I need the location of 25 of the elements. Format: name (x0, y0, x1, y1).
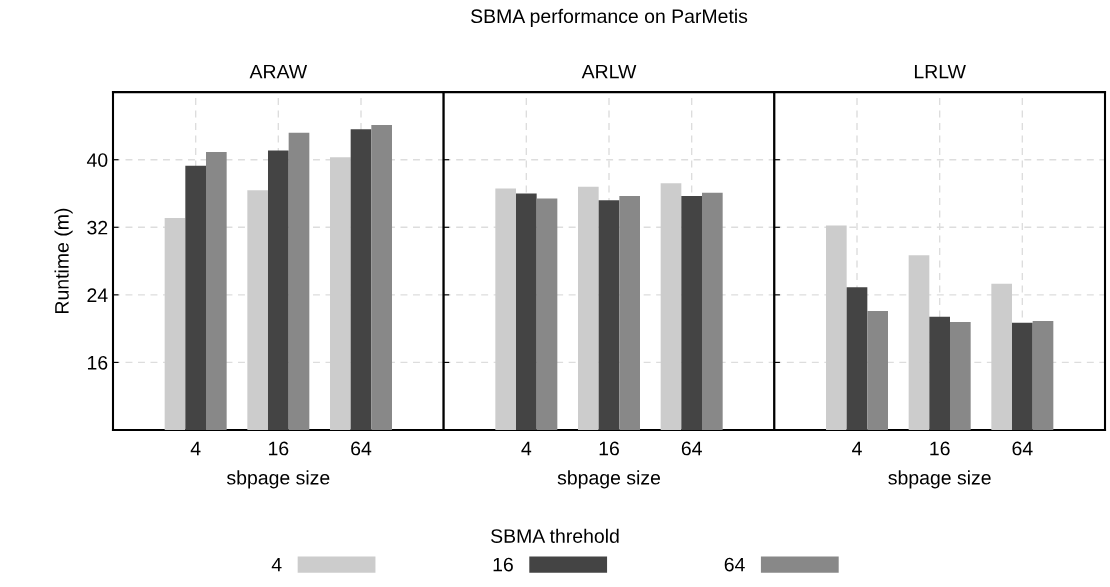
legend-label: 4 (271, 557, 282, 572)
x-axis-title: sbpage size (557, 470, 661, 489)
chart-title: ARLW (581, 64, 637, 79)
chart-title: ARAW (249, 64, 308, 79)
y-axis-title: Runtime (m) (54, 208, 73, 313)
x-tick-label: 4 (190, 441, 201, 456)
x-tick-label: 64 (681, 441, 702, 456)
x-tick-label: 4 (852, 441, 862, 456)
x-axis-title: sbpage size (888, 470, 991, 489)
x-tick-label: 4 (521, 441, 532, 456)
x-tick-label: 64 (1012, 441, 1033, 456)
y-tick-label: 16 (87, 355, 108, 370)
x-tick-label: 16 (269, 441, 289, 456)
x-tick-label: 16 (599, 441, 619, 456)
text: SBMA performance on ParMetis (471, 8, 748, 27)
x-tick-label: 16 (930, 441, 950, 456)
y-tick-label: 32 (87, 220, 108, 235)
chart-title: LRLW (914, 64, 966, 79)
legend-title: SBMA threhold (491, 528, 619, 543)
y-tick-label: 24 (87, 288, 108, 302)
x-axis-title: sbpage size (226, 470, 330, 489)
legend-label: 16 (493, 557, 513, 572)
y-tick-label: 40 (86, 153, 108, 167)
legend-label: 64 (724, 557, 745, 572)
x-tick-label: 64 (351, 441, 372, 456)
